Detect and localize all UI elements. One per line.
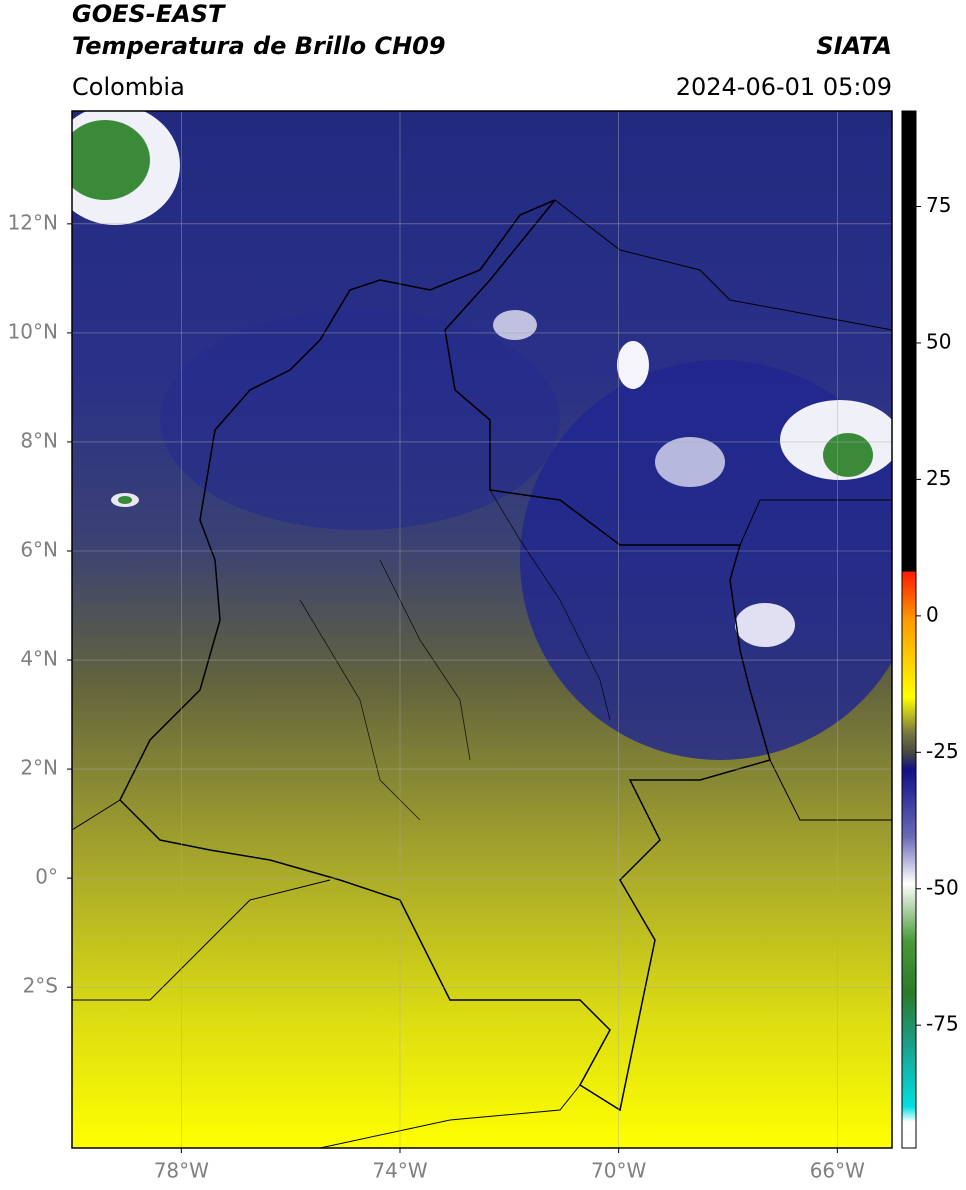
colorbar-tick-label: 0 — [926, 602, 939, 626]
lat-tick-label: 0° — [35, 865, 58, 889]
lat-tick-label: 6°N — [20, 537, 58, 561]
lat-tick-label: 10°N — [8, 319, 58, 343]
lon-tick-label: 78°W — [154, 1159, 209, 1183]
lat-tick-label: 12°N — [8, 210, 58, 234]
map-image — [72, 111, 892, 1148]
map-frame — [71, 110, 893, 1149]
title-line2: Temperatura de Brillo CH09 — [72, 32, 446, 60]
colorbar-tick-label: 75 — [926, 193, 951, 217]
lat-tick-label: 2°N — [20, 756, 58, 780]
lon-tick-label: 66°W — [810, 1159, 865, 1183]
colorbar — [901, 110, 917, 1149]
datetime: 2024-06-01 05:09 — [676, 73, 892, 101]
lon-tick-label: 70°W — [591, 1159, 646, 1183]
title-line1: GOES-EAST — [72, 0, 226, 28]
colorbar-tick-label: -50 — [926, 875, 959, 899]
lon-tick-label: 74°W — [372, 1159, 427, 1183]
colorbar-tick-label: 25 — [926, 466, 951, 490]
colorbar-tick-label: -25 — [926, 739, 959, 763]
source: SIATA — [816, 32, 892, 60]
colorbar-tick-label: 50 — [926, 329, 951, 353]
lat-tick-label: 2°S — [23, 974, 58, 998]
lat-tick-label: 8°N — [20, 428, 58, 452]
region: Colombia — [72, 73, 185, 101]
lat-tick-label: 4°N — [20, 647, 58, 671]
colorbar-tick-label: -75 — [926, 1012, 959, 1036]
